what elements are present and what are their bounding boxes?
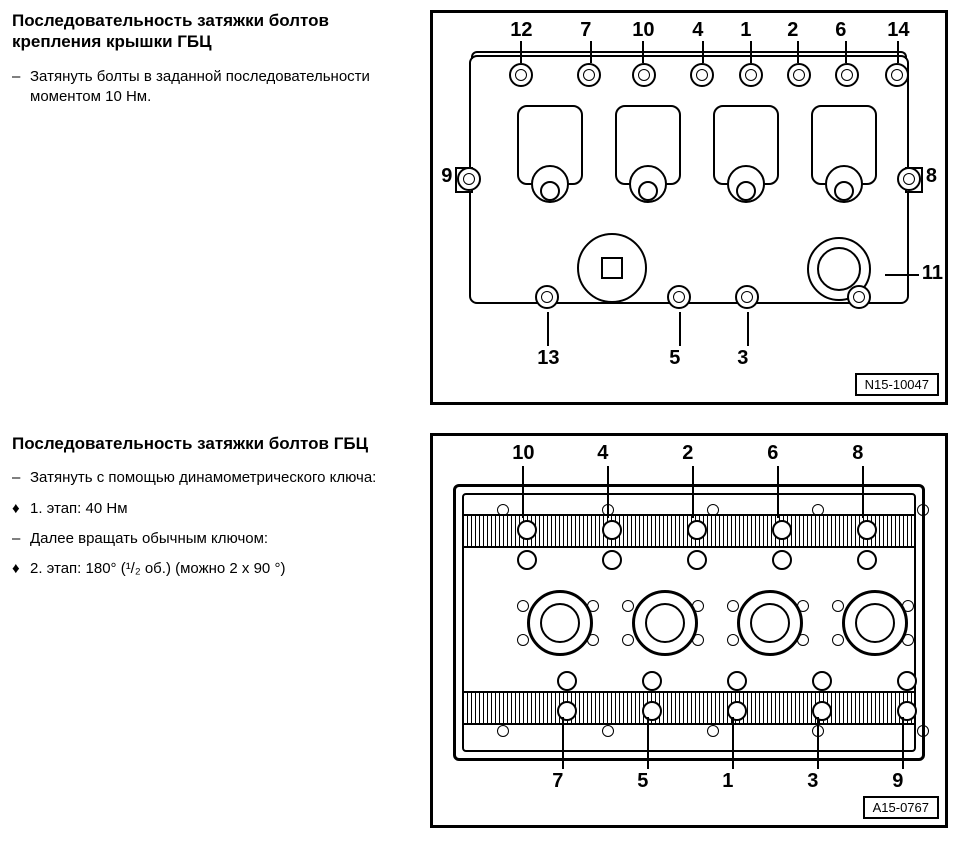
figure-cylinder-head: 10 4 2 6 8 7 5 1 3 9 A15-0767 (430, 433, 948, 828)
text-column-2: Последовательность затяжки болтов ГБЦ – … (12, 433, 418, 589)
callout-label: 12 (510, 19, 532, 42)
bullet-1-0: – Затянуть болты в заданной последовател… (12, 67, 414, 108)
callout-label: 10 (512, 442, 534, 465)
callout-label: 4 (692, 19, 703, 42)
figure-column-2: 10 4 2 6 8 7 5 1 3 9 A15-0767 (430, 433, 948, 828)
bullet-2-3: ♦ 2. этап: 180° (¹/₂ об.) (можно 2 x 90 … (12, 559, 414, 579)
figure-ref-2: A15-0767 (863, 796, 939, 819)
callout-label: 7 (580, 19, 591, 42)
bullet-text: Затянуть с помощью динамометрического кл… (30, 468, 414, 488)
text-column-1: Последовательность затяжки болтов крепле… (12, 10, 418, 117)
bullet-marker: ♦ (12, 559, 30, 579)
callout-label: 1 (740, 19, 751, 42)
callout-label: 3 (737, 347, 748, 370)
callout-label: 6 (767, 442, 778, 465)
callout-label: 8 (852, 442, 863, 465)
bullet-text: 2. этап: 180° (¹/₂ об.) (можно 2 x 90 °) (30, 559, 414, 579)
bullet-2-1: ♦ 1. этап: 40 Нм (12, 499, 414, 519)
callout-label: 9 (892, 770, 903, 793)
callout-label: 5 (669, 347, 680, 370)
heading-1: Последовательность затяжки болтов крепле… (12, 10, 414, 53)
bullet-marker: ♦ (12, 499, 30, 519)
callout-label: 9 (441, 165, 452, 188)
callout-label: 13 (537, 347, 559, 370)
callout-label: 2 (682, 442, 693, 465)
bullet-marker: – (12, 529, 30, 549)
callout-label: 4 (597, 442, 608, 465)
bullet-marker: – (12, 67, 30, 108)
bullet-text: Затянуть болты в заданной последовательн… (30, 67, 414, 108)
figure-ref-1: N15-10047 (855, 373, 939, 396)
callout-label: 8 (926, 165, 937, 188)
section-head-torque: Последовательность затяжки болтов ГБЦ – … (12, 433, 948, 828)
callout-label: 2 (787, 19, 798, 42)
section-cover-torque: Последовательность затяжки болтов крепле… (12, 10, 948, 405)
callout-label: 5 (637, 770, 648, 793)
figure-valve-cover: 1271041261498111353 N15-10047 (430, 10, 948, 405)
heading-2: Последовательность затяжки болтов ГБЦ (12, 433, 414, 454)
callout-label: 6 (835, 19, 846, 42)
callout-label: 1 (722, 770, 733, 793)
bullet-2-0: – Затянуть с помощью динамометрического … (12, 468, 414, 488)
bullet-text: Далее вращать обычным ключом: (30, 529, 414, 549)
callout-label: 10 (632, 19, 654, 42)
bullet-2-2: – Далее вращать обычным ключом: (12, 529, 414, 549)
page: Последовательность затяжки болтов крепле… (0, 0, 960, 865)
callout-label: 11 (922, 262, 943, 285)
callout-label: 7 (552, 770, 563, 793)
callout-label: 3 (807, 770, 818, 793)
bullet-marker: – (12, 468, 30, 488)
bullet-text: 1. этап: 40 Нм (30, 499, 414, 519)
callout-label: 14 (887, 19, 909, 42)
figure-column-1: 1271041261498111353 N15-10047 (430, 10, 948, 405)
